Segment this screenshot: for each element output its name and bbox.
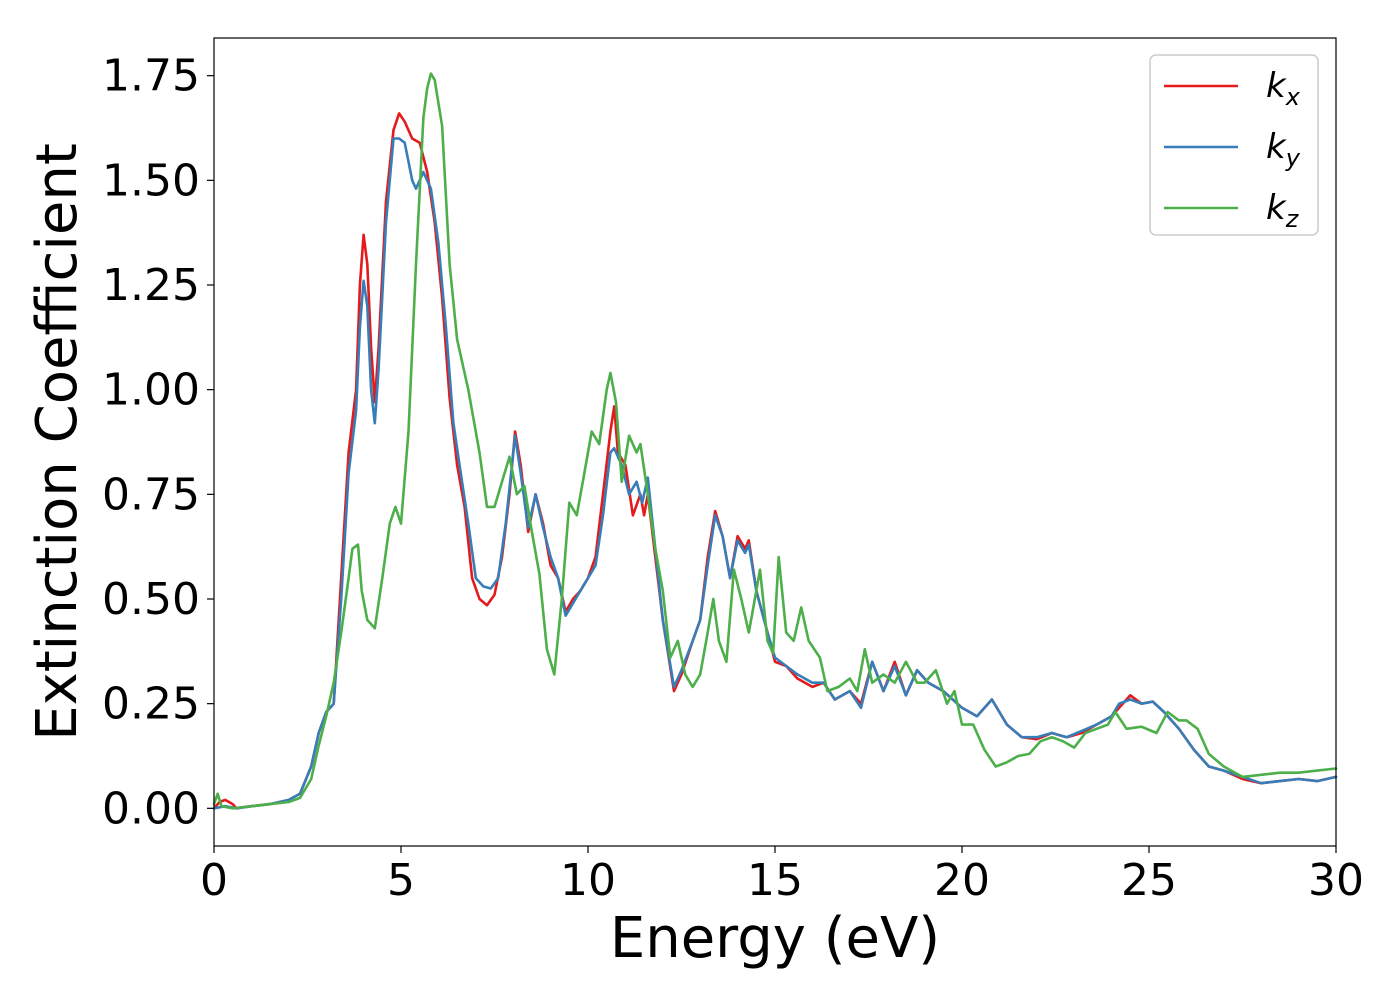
x-tick-label: 30	[1308, 855, 1364, 906]
legend-label-x: kx	[1266, 66, 1301, 111]
y-axis-ticks: 0.00 0.25 0.50 0.75 1.00 1.25 1.50 1.75	[102, 51, 214, 834]
x-tick-label: 15	[747, 855, 803, 906]
y-tick-label: 0.00	[102, 783, 200, 834]
x-tick-label: 5	[387, 855, 415, 906]
x-axis-title: Energy (eV)	[610, 906, 940, 971]
legend-label-z: kz	[1266, 188, 1300, 233]
x-tick-label: 20	[934, 855, 990, 906]
y-tick-label: 0.75	[102, 469, 200, 520]
legend-items: kx ky kz	[1164, 66, 1301, 233]
legend-label-y: ky	[1266, 127, 1301, 172]
y-tick-label: 1.50	[102, 155, 200, 206]
series-layer	[212, 72, 1338, 810]
legend-box	[1149, 54, 1319, 236]
legend: kx ky kz	[1149, 54, 1319, 236]
y-tick-label: 1.25	[102, 260, 200, 311]
y-tick-label: 0.50	[102, 574, 200, 625]
x-axis-ticks: 0 5 10 15 20 25 30	[200, 846, 1364, 906]
y-tick-label: 1.00	[102, 365, 200, 416]
x-tick-label: 10	[560, 855, 616, 906]
x-tick-label: 25	[1121, 855, 1177, 906]
series-line-z	[212, 72, 1338, 810]
y-tick-label: 0.25	[102, 679, 200, 730]
y-tick-label: 1.75	[102, 51, 200, 102]
x-tick-label: 0	[200, 855, 228, 906]
y-axis-title: Extinction Coefficient	[25, 143, 90, 741]
series-line-y	[212, 137, 1338, 810]
